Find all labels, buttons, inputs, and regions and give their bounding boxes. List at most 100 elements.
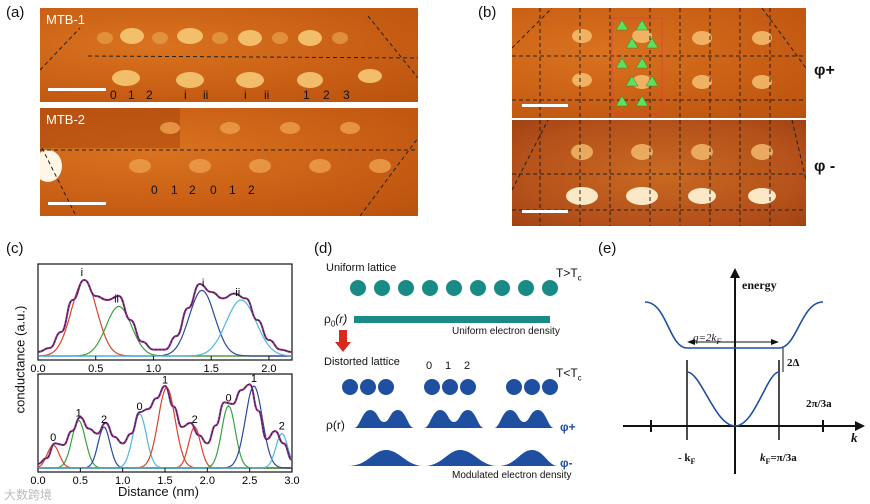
site-label: 2 bbox=[248, 183, 255, 197]
x-tick-label: 3.0 bbox=[284, 475, 299, 487]
plot-frame bbox=[37, 263, 293, 361]
atom bbox=[506, 379, 522, 395]
panel-c-label: (c) bbox=[6, 240, 24, 257]
atom bbox=[524, 379, 540, 395]
site-label: 1 bbox=[303, 88, 310, 102]
rho0-symbol: ρ bbox=[324, 312, 331, 326]
site-label: 1 bbox=[128, 88, 135, 102]
scale-bar bbox=[522, 210, 568, 213]
rho0-arg: (r) bbox=[335, 312, 348, 326]
kf-label: kF=π/3a bbox=[760, 452, 797, 466]
data-dashed-curve bbox=[37, 279, 293, 353]
t-low-label: T<Tc bbox=[556, 366, 582, 382]
site-label: 0 bbox=[110, 88, 117, 102]
site-label: 3 bbox=[343, 88, 350, 102]
index-label: 1 bbox=[445, 360, 452, 372]
chart-bottom: 0.0 0.5 1.0 1.5 2.0 2.5 3.0 0 1 2 0 1 2 0 1 2 bbox=[30, 373, 299, 487]
x-axis-label: Distance (nm) bbox=[118, 484, 199, 499]
minus-kf-text: - k bbox=[678, 452, 691, 464]
peak-label: 2 bbox=[101, 414, 107, 426]
distorted-lattice bbox=[342, 379, 558, 395]
atom bbox=[350, 280, 366, 296]
peak-label: i bbox=[202, 277, 204, 289]
atom bbox=[470, 280, 486, 296]
peak-label: ii bbox=[235, 287, 240, 299]
down-arrow-icon bbox=[335, 330, 351, 352]
site-label: 1 bbox=[229, 183, 236, 197]
scale-bar bbox=[48, 88, 106, 91]
peak-label: 0 bbox=[225, 393, 231, 405]
atom bbox=[422, 280, 438, 296]
data-dashed-curve bbox=[37, 383, 293, 465]
atom bbox=[360, 379, 376, 395]
atom bbox=[518, 280, 534, 296]
peak-label: 1 bbox=[76, 407, 82, 419]
scale-bar bbox=[522, 104, 568, 107]
peak-label: 0 bbox=[50, 432, 56, 444]
phi-plus-density bbox=[348, 410, 558, 428]
phi-minus-tag: φ- bbox=[560, 456, 573, 470]
atom bbox=[446, 280, 462, 296]
peak-label: 2 bbox=[279, 421, 285, 433]
mtb2-title: MTB-2 bbox=[46, 112, 85, 127]
index-label: 0 bbox=[426, 360, 433, 372]
x-tick-label: 0.0 bbox=[30, 475, 45, 487]
minus-kf-sub: F bbox=[690, 457, 696, 467]
watermark: 大数跨境 bbox=[4, 488, 53, 502]
t-high-label: T>Tc bbox=[556, 266, 582, 282]
t-high-sub: c bbox=[577, 273, 582, 283]
x-tick-label: 0.5 bbox=[73, 475, 88, 487]
kf-eq: =π/3a bbox=[770, 452, 797, 464]
x-tick-label: 2.5 bbox=[242, 475, 257, 487]
q-sub: F bbox=[716, 337, 722, 347]
atom bbox=[398, 280, 414, 296]
peak-label: i bbox=[81, 267, 83, 279]
distorted-lattice-label: Distorted lattice bbox=[324, 356, 400, 368]
atom bbox=[342, 379, 358, 395]
stm-image-mtb2: MTB-2 bbox=[40, 108, 418, 216]
x-tick-label: 1.0 bbox=[115, 475, 130, 487]
peak-label: 0 bbox=[137, 401, 143, 413]
phi-minus-density bbox=[348, 450, 558, 466]
phi-minus-label: φ - bbox=[814, 158, 836, 175]
fit-curve-peak-ii-2 bbox=[38, 299, 293, 357]
atom bbox=[374, 280, 390, 296]
atom bbox=[378, 379, 394, 395]
peak-label: 1 bbox=[251, 373, 257, 385]
gap-label: 2Δ bbox=[787, 357, 800, 369]
site-label: ii bbox=[203, 88, 209, 102]
kf-text: k bbox=[760, 452, 766, 464]
energy-axis-arrow-icon bbox=[730, 268, 740, 278]
k-label: k bbox=[851, 430, 858, 445]
panel-a-label: (a) bbox=[6, 4, 25, 21]
q-arrow-left-icon bbox=[687, 339, 695, 345]
q-label: q=2kF bbox=[693, 332, 721, 346]
site-label: i bbox=[244, 88, 247, 102]
uniform-lattice-label: Uniform lattice bbox=[326, 262, 397, 274]
x-tick-label: 0.5 bbox=[88, 363, 103, 375]
uniform-density-label: Uniform electron density bbox=[452, 326, 560, 337]
t-low-sub: c bbox=[577, 373, 582, 383]
phi-plus-tag: φ+ bbox=[560, 420, 576, 434]
atom bbox=[542, 280, 558, 296]
site-label: 1 bbox=[171, 183, 178, 197]
panel-e-label: (e) bbox=[598, 240, 617, 257]
y-axis-label: conductance (a.u.) bbox=[12, 305, 28, 414]
kf-sub: F bbox=[765, 457, 771, 467]
rho-label: ρ(r) bbox=[326, 418, 345, 432]
band-diagram bbox=[623, 268, 865, 474]
panel-d-label: (d) bbox=[314, 240, 333, 257]
stm-image-mtb1: MTB-1 bbox=[40, 8, 418, 102]
site-label: i bbox=[184, 88, 187, 102]
stm-image-phi-minus bbox=[512, 120, 806, 226]
uniform-density-bar bbox=[354, 316, 550, 323]
site-label: 2 bbox=[146, 88, 153, 102]
modulated-density-label: Modulated electron density bbox=[452, 470, 572, 481]
lower-band bbox=[686, 371, 780, 427]
q-arrow-right-icon bbox=[771, 339, 779, 345]
site-label: 0 bbox=[210, 183, 217, 197]
atom bbox=[494, 280, 510, 296]
site-label: 0 bbox=[151, 183, 158, 197]
peak-label: ii bbox=[114, 293, 119, 305]
